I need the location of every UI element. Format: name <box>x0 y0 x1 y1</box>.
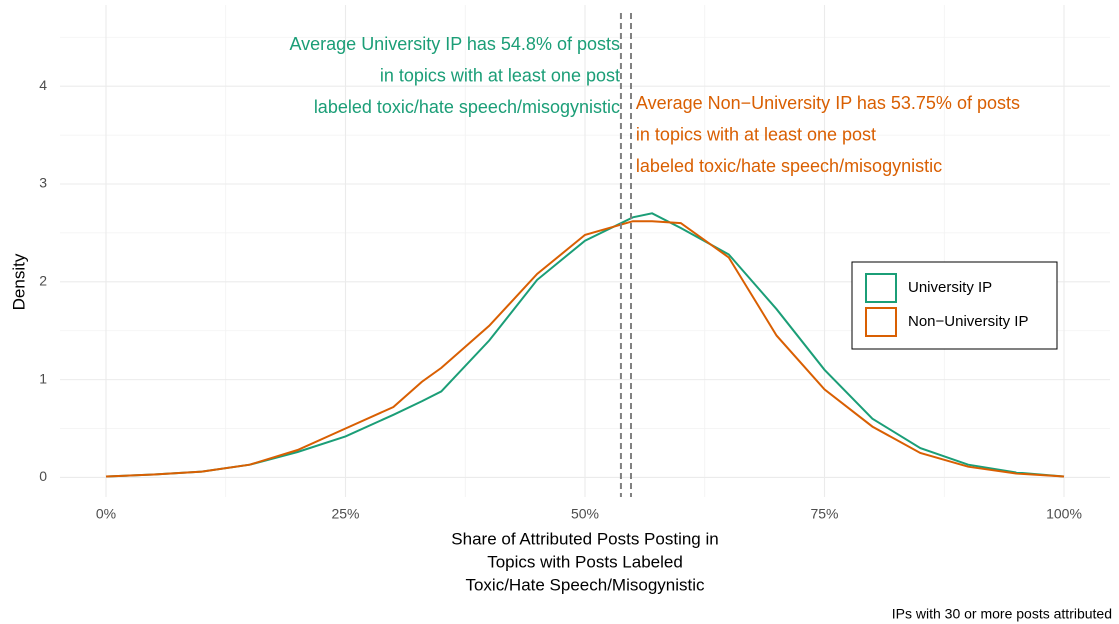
caption: IPs with 30 or more posts attributed <box>892 606 1112 622</box>
x-tick-label: 100% <box>1046 506 1082 522</box>
x-axis-title: Toxic/Hate Speech/Misogynistic <box>465 575 705 594</box>
annotation: in topics with at least one post <box>636 124 876 144</box>
x-tick-label: 25% <box>331 506 359 522</box>
y-tick-label: 2 <box>39 273 47 289</box>
x-tick-label: 75% <box>810 506 838 522</box>
x-tick-label: 0% <box>96 506 116 522</box>
annotation: Average University IP has 54.8% of posts <box>289 34 620 54</box>
density-line <box>105 220 1065 478</box>
x-axis-title: Share of Attributed Posts Posting in <box>451 529 718 548</box>
legend-key <box>865 273 897 303</box>
x-axis-title: Topics with Posts Labeled <box>487 552 683 571</box>
y-tick-label: 4 <box>39 77 47 93</box>
legend-label: University IP <box>908 279 992 296</box>
annotation: labeled toxic/hate speech/misogynistic <box>636 156 942 176</box>
y-tick-label: 1 <box>39 370 47 386</box>
legend-key <box>865 307 897 337</box>
legend-label: Non−University IP <box>908 313 1028 330</box>
y-tick-label: 3 <box>39 175 47 191</box>
y-tick-label: 0 <box>39 468 47 484</box>
annotation: labeled toxic/hate speech/misogynistic <box>314 97 620 117</box>
density-line <box>105 212 1065 478</box>
annotation: in topics with at least one post <box>380 65 620 85</box>
x-tick-label: 50% <box>571 506 599 522</box>
annotation: Average Non−University IP has 53.75% of … <box>636 93 1020 113</box>
y-axis-title: Density <box>9 253 28 310</box>
legend-box <box>851 261 1058 350</box>
